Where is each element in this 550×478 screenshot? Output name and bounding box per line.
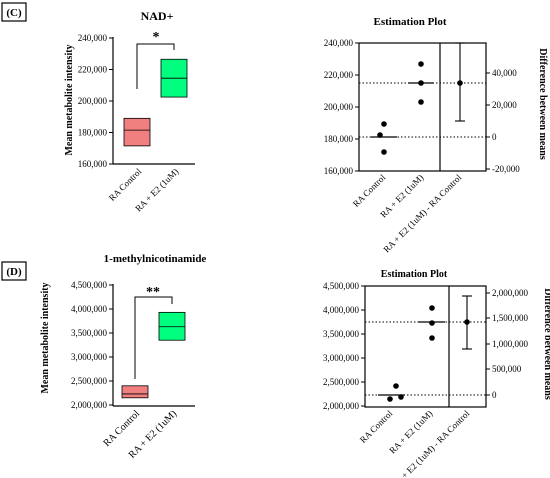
data-point xyxy=(393,383,399,389)
data-point xyxy=(429,320,435,326)
y-axis-label: Mean metabolite intensity xyxy=(40,282,51,393)
y-tick-label: 200,000 xyxy=(78,96,108,106)
data-point xyxy=(418,99,424,105)
right-axis-label: Difference between means xyxy=(537,48,548,160)
right-ticks: 0 500,000 1,000,000 1,500,000 2,000,000 xyxy=(486,288,529,400)
data-point xyxy=(429,305,435,311)
y-tick-label: 500,000 xyxy=(492,364,522,374)
y-tick-label: 4,000,000 xyxy=(71,304,108,314)
y-axis-label: Mean metabolite intensity xyxy=(64,44,75,155)
y-tick-label: 40,000 xyxy=(492,68,517,78)
y-tick-label: 160,000 xyxy=(78,159,108,169)
y-tick-label: 2,000,000 xyxy=(492,288,529,298)
y-tick-label: 180,000 xyxy=(78,128,108,138)
y-tick-label: 4,000,000 xyxy=(323,305,360,315)
y-tick-label: 240,000 xyxy=(324,38,354,48)
chart-title: Estimation Plot xyxy=(381,269,448,280)
y-tick-label: 240,000 xyxy=(78,33,108,43)
panel-c-label-box xyxy=(1,2,27,22)
y-tick-label: 3,500,000 xyxy=(71,328,108,338)
significance-marker: * xyxy=(153,30,160,45)
y-tick-label: 3,000,000 xyxy=(323,353,360,363)
y-tick-label: 20,000 xyxy=(492,100,517,110)
y-tick-label: 2,000,000 xyxy=(323,401,360,411)
box-ra-control xyxy=(121,385,149,399)
y-tick-label: 1,000,000 xyxy=(492,339,529,349)
right-axis-label: Difference between means xyxy=(542,288,550,400)
chart-title: NAD+ xyxy=(141,9,174,23)
data-point xyxy=(381,121,387,127)
panel-d: (D) 1-methylnicotinamide Mean metabolite… xyxy=(1,253,550,478)
data-point xyxy=(381,149,387,155)
y-tick-label: 2,500,000 xyxy=(71,376,108,386)
y-tick-label: -20,000 xyxy=(492,164,520,174)
box-ra-control xyxy=(123,117,151,147)
significance-bracket xyxy=(136,43,175,89)
y-tick-label: 2,500,000 xyxy=(323,377,360,387)
left-ticks: 160,000 180,000 200,000 220,000 240,000 xyxy=(324,38,359,176)
data-point xyxy=(418,61,424,67)
y-tick-label: 0 xyxy=(492,390,497,400)
x-tick-label: RA Control xyxy=(107,166,144,203)
y-tick-label: 4,500,000 xyxy=(71,280,108,290)
panel-d-label-box xyxy=(1,261,27,281)
box-chart-1-methylnicotinamide: 1-methylnicotinamide Mean metabolite int… xyxy=(40,253,206,461)
y-tick-label: 1,500,000 xyxy=(492,313,529,323)
x-tick-label-line: RA + E2 (1uM) - RA Control xyxy=(381,172,463,254)
y-tick-label: 2,000,000 xyxy=(71,400,108,410)
y-tick-label: 3,500,000 xyxy=(323,329,360,339)
estimation-chart-1-methylnicotinamide: Estimation Plot 2,000,000 2,500,000 3,00… xyxy=(323,269,550,478)
y-tick-label: 4,500,000 xyxy=(323,281,360,291)
y-tick-label: 200,000 xyxy=(324,102,354,112)
chart-title: 1-methylnicotinamide xyxy=(104,253,207,265)
box-chart-nad: NAD+ Mean metabolite intensity 160,000 1… xyxy=(64,9,195,214)
difference-point xyxy=(464,319,470,325)
y-ticks: 2,000,000 2,500,000 3,000,000 3,500,000 … xyxy=(71,280,113,410)
x-tick-label: RA Control xyxy=(351,172,388,209)
y-ticks: 160,000 180,000 200,000 220,000 240,000 xyxy=(78,33,113,169)
y-tick-label: 220,000 xyxy=(78,65,108,75)
data-point xyxy=(429,335,435,341)
panel-c-label: (C) xyxy=(6,7,22,19)
panel-d-label: (D) xyxy=(6,266,22,278)
x-tick-label: RA Control xyxy=(358,408,395,445)
data-points xyxy=(378,295,472,402)
y-tick-label: 180,000 xyxy=(324,134,354,144)
difference-point xyxy=(457,80,463,86)
y-tick-label: 3,000,000 xyxy=(71,352,108,362)
chart-title: Estimation Plot xyxy=(373,16,446,28)
significance-bracket xyxy=(134,296,173,379)
panel-c: (C) NAD+ Mean metabolite intensity 160,0… xyxy=(1,2,548,254)
significance-marker: ** xyxy=(146,285,160,300)
right-ticks: -20,000 0 20,000 40,000 xyxy=(486,68,520,174)
plot-frame xyxy=(364,285,487,408)
data-point xyxy=(387,396,393,402)
x-tick-label: RA + E2 (1uM) - RA Control xyxy=(381,172,463,254)
box-ra-e2 xyxy=(158,311,186,341)
estimation-chart-nad: Estimation Plot 160,000 180,000 200,000 … xyxy=(324,16,548,254)
data-points xyxy=(371,42,465,155)
left-ticks: 2,000,000 2,500,000 3,000,000 3,500,000 … xyxy=(323,281,365,411)
y-tick-label: 160,000 xyxy=(324,166,354,176)
y-tick-label: 0 xyxy=(492,132,497,142)
y-tick-label: 220,000 xyxy=(324,70,354,80)
